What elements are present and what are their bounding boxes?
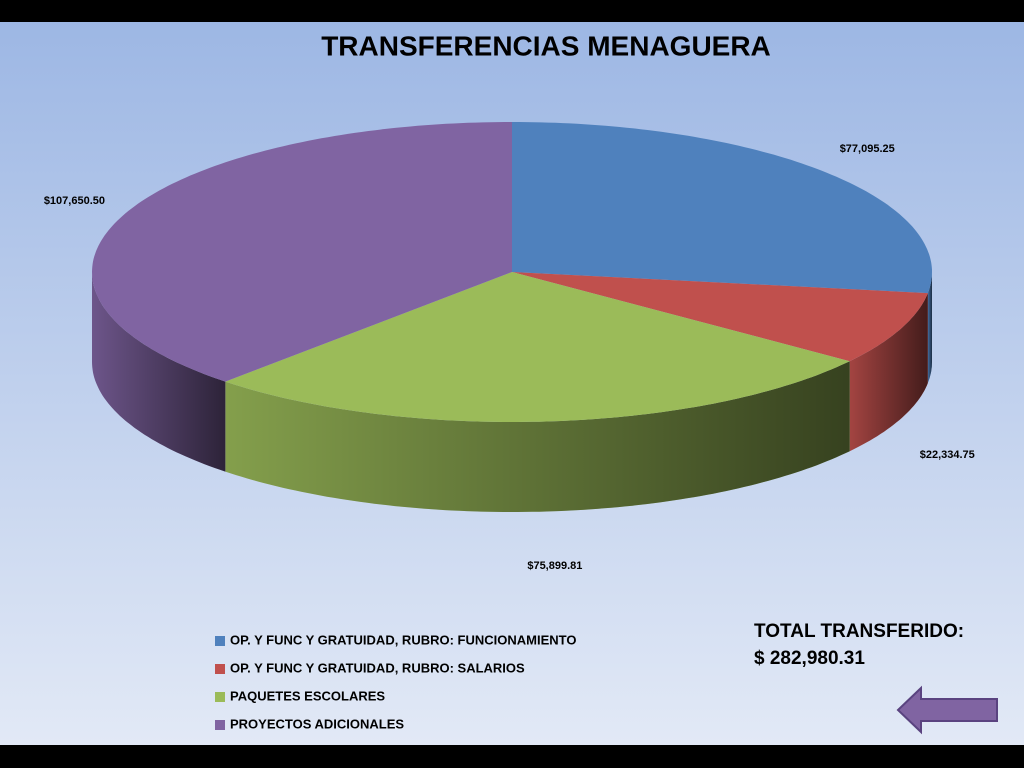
slice (512, 122, 932, 294)
back-arrow[interactable] (896, 685, 998, 735)
legend-label: PAQUETES ESCOLARES (230, 688, 385, 703)
legend-label: PROYECTOS ADICIONALES (230, 716, 404, 731)
slice-side-shade (849, 293, 928, 452)
slice-side-shade (92, 272, 226, 472)
data-label: $22,334.75 (920, 449, 975, 461)
legend-swatch (215, 664, 225, 674)
pie: $77,095.25 $22,334.75 $75,899.81 $107,650.5… (44, 122, 975, 572)
total-value: $ 282,980.31 (754, 648, 865, 669)
legend: OP. Y FUNC Y GRATUIDAD, RUBRO: FUNCIONAM… (215, 632, 576, 731)
slice (92, 122, 512, 382)
legend-label: OP. Y FUNC Y GRATUIDAD, RUBRO: SALARIOS (230, 660, 525, 675)
legend-label: OP. Y FUNC Y GRATUIDAD, RUBRO: FUNCIONAM… (230, 632, 576, 647)
slice (225, 272, 850, 422)
legend-swatch (215, 692, 225, 702)
legend-swatch (215, 720, 225, 730)
legend-swatch (215, 636, 225, 646)
data-label: $75,899.81 (527, 560, 582, 572)
total-label: TOTAL TRANSFERIDO: (754, 621, 964, 642)
slice-side-shade (225, 361, 850, 512)
data-label: $107,650.50 (44, 195, 105, 207)
data-label: $77,095.25 (840, 143, 895, 155)
chart-title: TRANSFERENCIAS MENAGUERA (321, 30, 771, 61)
slice-side-shade (927, 272, 932, 384)
slice (512, 272, 928, 362)
